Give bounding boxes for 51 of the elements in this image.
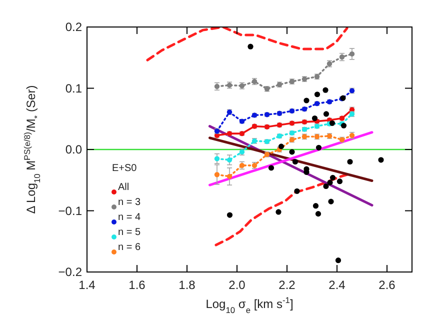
point <box>292 158 298 165</box>
point <box>314 92 320 98</box>
point <box>276 209 282 215</box>
x-axis-title: Log$_{10}$ σ$_{e}$ [km s$^{-1}$] <box>206 295 294 315</box>
legend-title: E+S0 <box>112 163 138 174</box>
legend-label: n = 6 <box>118 242 141 253</box>
y-tick-label: −0.2 <box>58 265 82 279</box>
point <box>328 198 334 204</box>
point <box>312 203 319 209</box>
legend-label: n = 5 <box>118 227 141 238</box>
point <box>278 144 284 150</box>
point <box>335 258 342 264</box>
y-tick-label: −0.1 <box>58 204 82 218</box>
x-tick-label: 2.2 <box>278 278 296 292</box>
x-tick-label: 2.0 <box>228 278 246 292</box>
point <box>289 149 295 155</box>
point <box>226 212 233 218</box>
point <box>327 180 333 186</box>
point <box>336 178 343 184</box>
point <box>214 172 220 178</box>
legend-label: All <box>118 182 130 193</box>
point <box>304 98 310 104</box>
point <box>268 165 274 171</box>
point <box>323 183 329 190</box>
point <box>329 120 336 126</box>
point <box>226 157 232 163</box>
point <box>315 211 322 217</box>
line-series <box>214 172 350 246</box>
x-tick-label: 2.6 <box>378 278 396 292</box>
point <box>312 115 318 122</box>
point <box>323 111 330 117</box>
point <box>226 174 232 180</box>
point <box>322 87 328 93</box>
point <box>248 44 254 50</box>
point <box>330 174 336 180</box>
point <box>214 156 220 162</box>
point <box>294 188 300 194</box>
x-tick-label: 1.6 <box>128 278 146 292</box>
point <box>347 158 353 165</box>
x-tick-label: 2.4 <box>328 278 346 292</box>
point <box>378 157 384 163</box>
point <box>349 51 355 57</box>
y-tick-label: 0.2 <box>65 20 82 34</box>
line-series <box>146 27 348 62</box>
legend-label: n = 4 <box>118 212 141 223</box>
legend-label: n = 3 <box>118 197 141 208</box>
y-tick-label: 0.0 <box>65 142 82 156</box>
y-tick-label: 0.1 <box>65 81 82 96</box>
x-tick-label: 1.8 <box>178 278 196 292</box>
x-tick-label: 1.4 <box>78 278 96 292</box>
point <box>316 144 322 150</box>
